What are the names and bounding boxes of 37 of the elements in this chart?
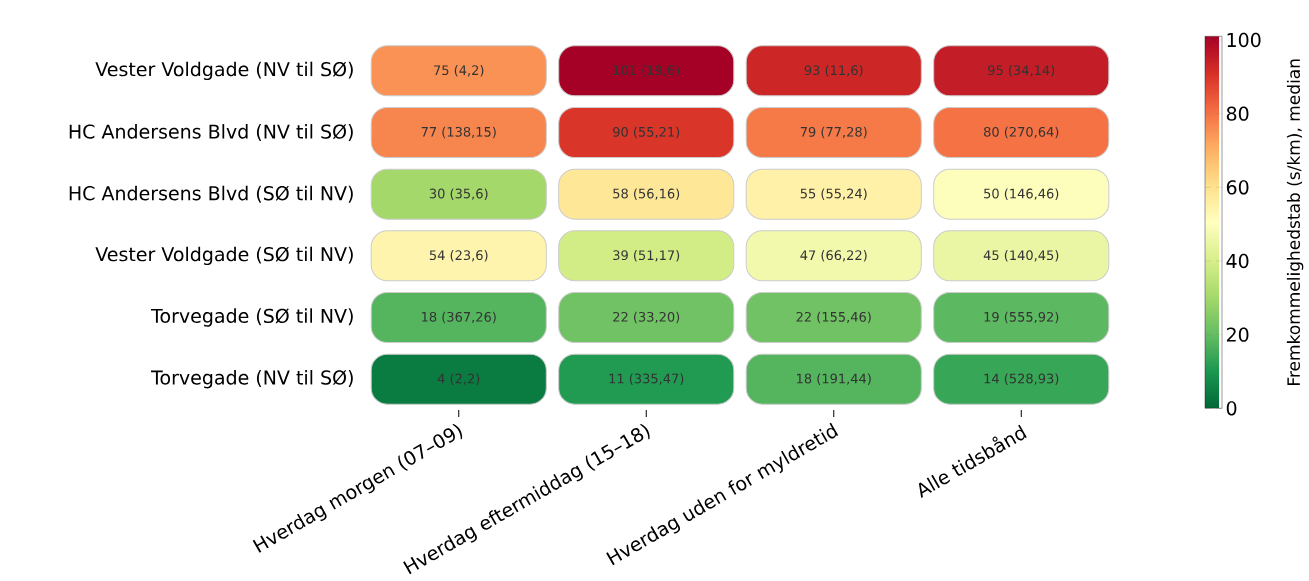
data-label: 18 (191,44)	[797, 373, 871, 385]
data-label: 90 (55,21)	[613, 126, 680, 139]
color-bar-title: Fremkommelighedstab (s/km), median	[1286, 59, 1304, 385]
data-label: 80 (270,64)	[983, 126, 1059, 139]
y-tick-label: HC Andersens Blvd (SØ til NV)	[69, 185, 353, 203]
y-tick-label: HC Andersens Blvd (NV til SØ)	[69, 124, 353, 141]
color-bar-label: 40	[1226, 253, 1249, 269]
color-bar-label: 60	[1226, 180, 1249, 195]
color-bar-label: 100	[1227, 32, 1261, 48]
data-label: 95 (34,14)	[988, 65, 1055, 77]
y-tick-label: Vester Voldgade (SØ til NV)	[95, 246, 353, 266]
y-tick-label: Torvegade (SØ til NV)	[151, 308, 353, 327]
data-label: 58 (56,16)	[613, 188, 680, 200]
data-label: 79 (77,28)	[800, 126, 867, 139]
data-label: 22 (33,20)	[613, 311, 680, 324]
data-label: 30 (35,6)	[429, 188, 488, 200]
data-label: 50 (146,46)	[984, 188, 1059, 200]
data-label: 39 (51,17)	[613, 250, 680, 262]
data-label: 45 (140,45)	[983, 250, 1059, 262]
data-label: 11 (335,47)	[609, 373, 684, 385]
color-bar-label: 80	[1226, 106, 1249, 121]
color-bar-label: 0	[1226, 401, 1237, 416]
data-label: 18 (367,26)	[422, 311, 496, 324]
data-label: 93 (11,6)	[804, 65, 863, 77]
data-label: 4 (2,2)	[437, 373, 480, 385]
color-bar-label: 20	[1226, 327, 1249, 342]
data-label: 19 (555,92)	[984, 311, 1059, 324]
data-label: 22 (155,46)	[796, 311, 871, 324]
data-label: 54 (23,6)	[429, 250, 488, 262]
y-tick-label: Torvegade (NV til SØ)	[151, 369, 353, 389]
data-label: 55 (55,24)	[800, 188, 867, 200]
data-label: 14 (528,93)	[984, 373, 1059, 385]
data-label: 75 (4,2)	[434, 65, 484, 77]
data-label: 77 (138,15)	[421, 126, 496, 139]
y-tick-label: Vester Voldgade (NV til SØ)	[95, 61, 353, 81]
data-label: 47 (66,22)	[800, 250, 867, 262]
data-label: 101 (19,6)	[613, 65, 680, 77]
